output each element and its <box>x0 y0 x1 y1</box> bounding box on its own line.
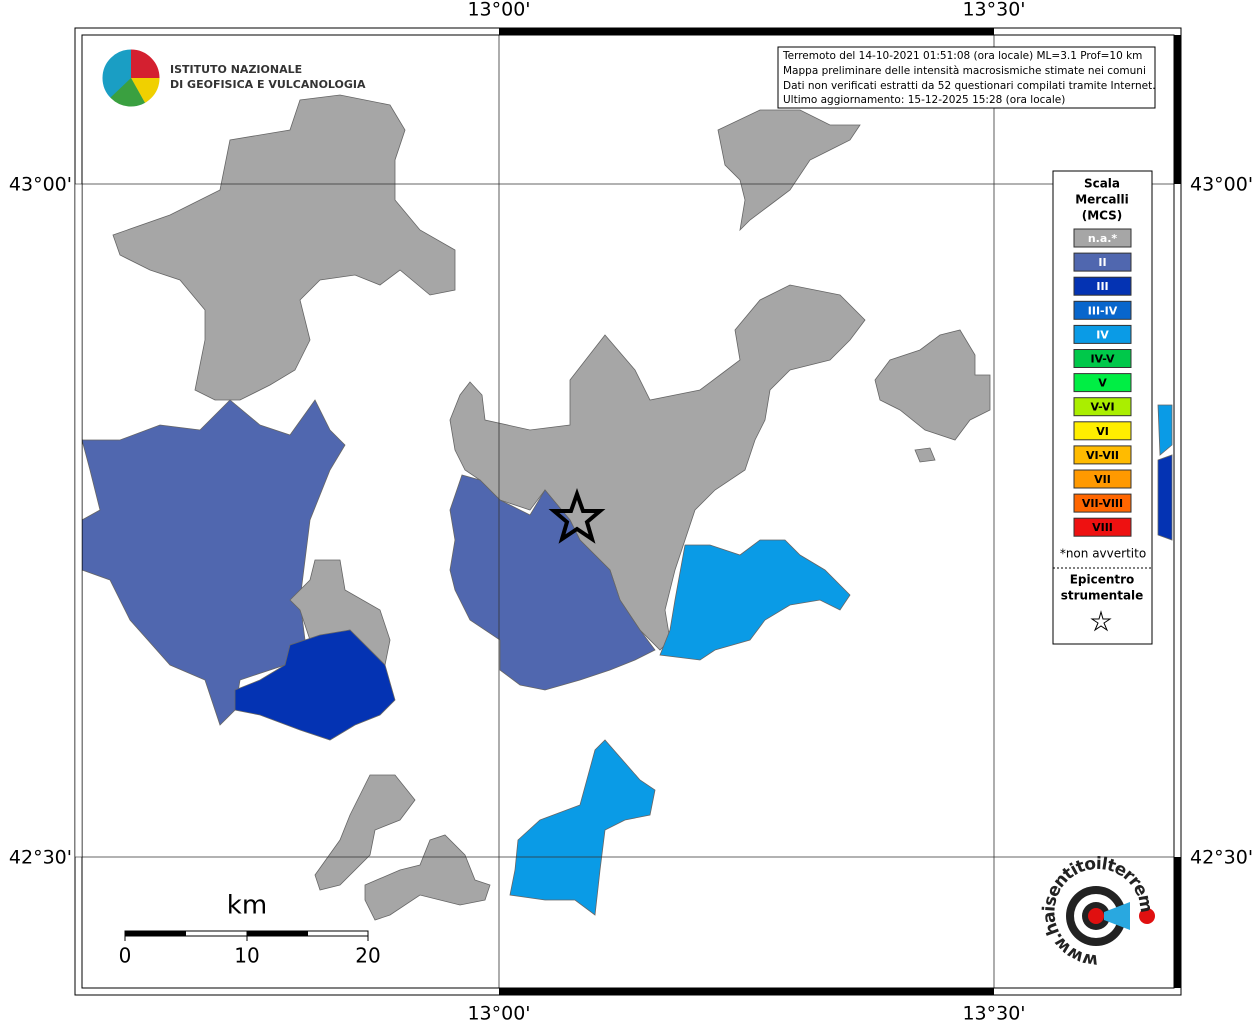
legend-label: VIII <box>1092 521 1113 534</box>
legend-label: n.a.* <box>1088 232 1118 245</box>
legend-swatch <box>1073 469 1132 489</box>
legend-swatch <box>1073 517 1132 537</box>
scale-tick: 0 <box>119 944 132 968</box>
info-line: Terremoto del 14-10-2021 01:51:08 (ora l… <box>782 50 1142 62</box>
legend-swatch <box>1073 373 1132 393</box>
region <box>874 329 991 441</box>
legend-title: Scala <box>1084 177 1120 191</box>
graticule <box>82 35 1174 988</box>
axis-label: 13°00' <box>467 1003 530 1025</box>
legend-swatch <box>1073 421 1132 441</box>
logo-text: DI GEOFISICA E VULCANOLOGIA <box>170 78 366 91</box>
legend-label: V-VI <box>1090 401 1114 414</box>
axis-label: 13°30' <box>962 1003 1025 1025</box>
region <box>717 109 861 232</box>
frame <box>74 27 1182 996</box>
axis-label: 42°30' <box>9 847 72 869</box>
legend-label: IV <box>1096 328 1109 341</box>
scale-tick: 20 <box>355 944 380 968</box>
epicenter-star <box>548 487 606 544</box>
axis-label: 13°30' <box>962 0 1025 21</box>
legend-star <box>1090 610 1112 632</box>
legend-title: Mercalli <box>1075 193 1129 207</box>
region <box>509 739 656 916</box>
region <box>914 447 936 463</box>
legend-label: VII <box>1094 473 1111 486</box>
legend-label: VI <box>1096 425 1109 438</box>
region <box>112 94 456 401</box>
legend-swatch <box>1073 324 1132 344</box>
legend-title: (MCS) <box>1082 209 1123 223</box>
axis-label: 43°00' <box>9 174 72 196</box>
scale-bar: km 0 10 20 <box>119 891 381 968</box>
info-line: Ultimo aggiornamento: 15-12-2025 15:28 (… <box>783 94 1065 106</box>
legend-swatch <box>1073 397 1132 417</box>
axis-label: 13°00' <box>467 0 530 21</box>
legend-label: II <box>1098 256 1106 269</box>
legend-swatch <box>1073 300 1132 320</box>
region <box>234 629 396 741</box>
legend-note: *non avvertito <box>1060 547 1146 561</box>
legend-epicenter: strumentale <box>1061 589 1144 603</box>
region <box>314 774 416 891</box>
info-box: Terremoto del 14-10-2021 01:51:08 (ora l… <box>777 46 1156 109</box>
regions <box>81 94 1173 921</box>
legend-label: III <box>1096 280 1108 293</box>
scale-unit: km <box>227 891 267 921</box>
axis-labels: 13°00' 13°30' 13°00' 13°30' 43°00' 42°30… <box>9 0 1253 1025</box>
axis-label: 42°30' <box>1190 847 1253 869</box>
legend-swatch <box>1073 276 1132 296</box>
ingv-logo: ISTITUTO NAZIONALE DI GEOFISICA E VULCAN… <box>101 48 366 108</box>
legend-swatch <box>1073 252 1132 272</box>
region <box>1157 454 1173 541</box>
legend-swatch <box>1073 228 1132 248</box>
legend-swatch <box>1073 445 1132 465</box>
legend: Scala Mercalli (MCS) *non avvertito Epic… <box>1052 170 1153 645</box>
logo-text: ISTITUTO NAZIONALE <box>170 63 302 76</box>
axis-label: 43°00' <box>1190 174 1253 196</box>
legend-label: VI-VII <box>1086 449 1119 462</box>
info-line: Mappa preliminare delle intensità macros… <box>783 65 1146 77</box>
legend-label: VII-VIII <box>1082 497 1123 510</box>
legend-label: V <box>1098 377 1107 390</box>
region <box>1157 404 1173 456</box>
scale-tick: 10 <box>234 944 259 968</box>
info-line: Dati non verificati estratti da 52 quest… <box>783 80 1156 92</box>
legend-label: III-IV <box>1088 304 1118 317</box>
legend-swatch <box>1073 349 1132 368</box>
region <box>449 474 656 691</box>
region <box>659 539 851 661</box>
legend-swatch <box>1073 493 1132 513</box>
region <box>364 834 491 921</box>
legend-epicenter: Epicentro <box>1070 573 1135 587</box>
legend-label: IV-V <box>1090 353 1115 366</box>
